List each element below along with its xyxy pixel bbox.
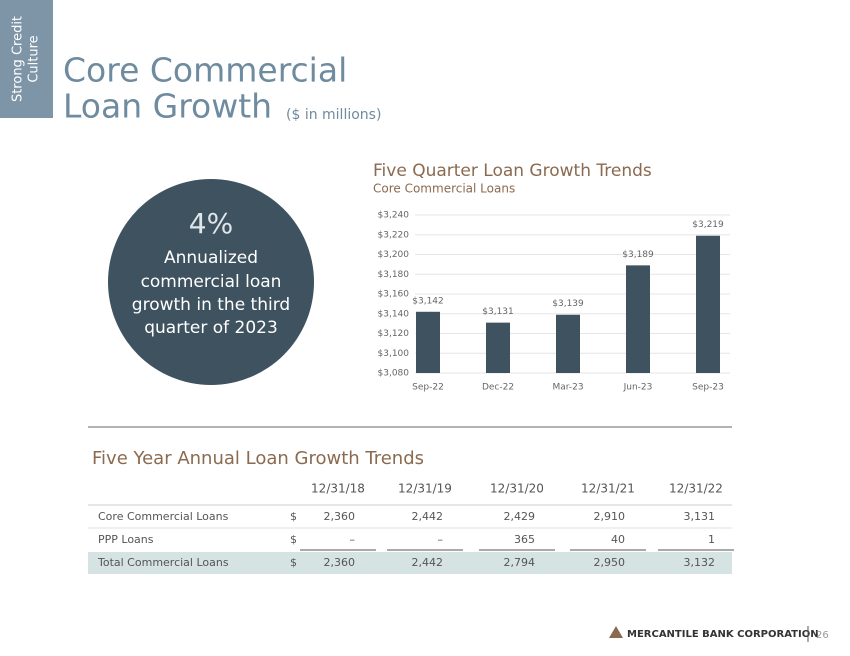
column-header: 12/31/20 [490, 482, 544, 496]
slide-title: Loan Growth [63, 87, 272, 126]
bar [486, 322, 510, 373]
value-label: $3,219 [692, 220, 724, 230]
row-label: Total Commercial Loans [97, 556, 229, 569]
cell-value: 3,132 [684, 556, 716, 569]
x-tick-label: Mar-23 [552, 383, 583, 393]
currency-sign: $ [290, 556, 297, 569]
logo-mark [609, 626, 623, 638]
chart-title: Five Quarter Loan Growth Trends [373, 161, 652, 181]
footer-company: MERCANTILE BANK CORPORATION [627, 629, 819, 640]
value-label: $3,142 [412, 296, 444, 306]
y-tick-label: $3,080 [378, 369, 410, 379]
cell-value: 3,131 [684, 510, 716, 523]
slide-title: Core Commercial [63, 51, 347, 90]
x-tick-label: Sep-22 [412, 383, 444, 393]
cell-value: 2,442 [412, 510, 444, 523]
y-tick-label: $3,160 [378, 290, 410, 300]
callout-figure: 4% [189, 207, 233, 240]
cell-value: 2,360 [324, 510, 356, 523]
bar [416, 311, 440, 373]
bar [556, 314, 580, 373]
x-tick-label: Jun-23 [623, 383, 653, 393]
cell-value: – [350, 533, 356, 546]
total-row-shade [88, 552, 732, 574]
y-tick-label: $3,140 [378, 309, 410, 319]
slide-subtitle: ($ in millions) [286, 107, 381, 123]
y-tick-label: $3,200 [378, 250, 410, 260]
sidebar-tag [0, 0, 53, 118]
value-label: $3,139 [552, 299, 584, 309]
callout-text: growth in the third [132, 295, 290, 315]
y-tick-label: $3,100 [378, 349, 410, 359]
value-label: $3,189 [622, 250, 654, 260]
cell-value: 2,429 [504, 510, 536, 523]
table-title: Five Year Annual Loan Growth Trends [92, 448, 424, 469]
cell-value: 2,442 [412, 556, 444, 569]
cell-value: 2,794 [504, 556, 536, 569]
y-tick-label: $3,220 [378, 230, 410, 240]
cell-value: 1 [708, 533, 715, 546]
callout-circle [108, 179, 314, 385]
column-header: 12/31/18 [311, 482, 365, 496]
sidebar-text: Culture [27, 35, 42, 82]
value-label: $3,131 [482, 307, 514, 317]
x-tick-label: Sep-23 [692, 383, 724, 393]
callout-text: quarter of 2023 [144, 318, 278, 338]
chart-subtitle: Core Commercial Loans [373, 182, 515, 196]
callout-text: Annualized [164, 248, 258, 268]
x-tick-label: Dec-22 [482, 383, 514, 393]
cell-value: 2,910 [594, 510, 626, 523]
cell-value: 2,360 [324, 556, 356, 569]
row-label: Core Commercial Loans [98, 510, 229, 523]
currency-sign: $ [290, 533, 297, 546]
page-number: 26 [816, 630, 829, 641]
column-header: 12/31/21 [581, 482, 635, 496]
y-tick-label: $3,240 [378, 211, 410, 221]
bar [696, 235, 720, 373]
currency-sign: $ [290, 510, 297, 523]
cell-value: 2,950 [594, 556, 626, 569]
column-header: 12/31/22 [669, 482, 723, 496]
y-tick-label: $3,180 [378, 270, 410, 280]
callout-text: commercial loan [141, 272, 282, 292]
cell-value: – [438, 533, 444, 546]
y-tick-label: $3,120 [378, 329, 410, 339]
sidebar-text: Strong Credit [11, 16, 26, 102]
bar [626, 265, 650, 373]
cell-value: 40 [611, 533, 625, 546]
cell-value: 365 [514, 533, 535, 546]
row-label: PPP Loans [98, 533, 154, 546]
column-header: 12/31/19 [398, 482, 452, 496]
